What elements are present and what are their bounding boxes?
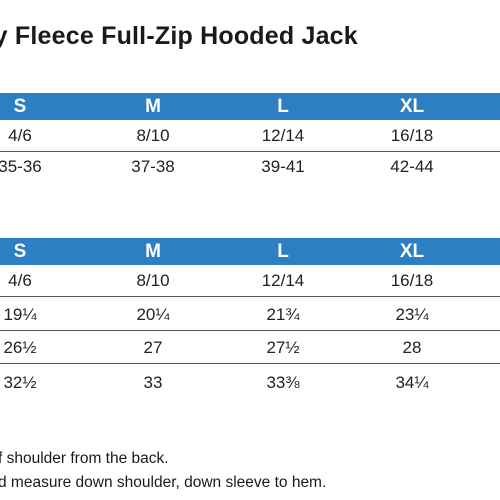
table-2-header: S M L XL — [0, 238, 500, 265]
table-1-header: S M L XL — [0, 93, 500, 120]
table-cell: 28 — [402, 338, 422, 357]
table-cell: 33 — [143, 373, 163, 392]
table-cell: 12/14 — [261, 126, 305, 145]
table-cell: 19¼ — [3, 305, 37, 324]
table-cell: 20¼ — [136, 305, 170, 324]
table-cell: 35-36 — [0, 157, 42, 176]
header-size-m: M — [145, 96, 161, 117]
table-cell: 37-38 — [131, 157, 175, 176]
header-size-l: L — [277, 241, 289, 262]
table-row: 26½ 27 27½ 28 — [0, 333, 500, 364]
chart-title-text: ity Fleece Full-Zip Hooded Jack — [0, 22, 358, 50]
measurement-note-1: f shoulder from the back. — [0, 450, 500, 470]
note-text: f shoulder from the back. — [0, 450, 169, 467]
header-size-s: S — [13, 96, 27, 117]
table-row: 32½ 33 33⅜ 34¼ — [0, 368, 500, 398]
table-cell: 27 — [143, 338, 163, 357]
chart-title: ity Fleece Full-Zip Hooded Jack — [0, 22, 500, 52]
table-row: 35-36 37-38 39-41 42-44 — [0, 152, 500, 182]
header-size-s: S — [13, 241, 27, 262]
table-cell: 4/6 — [8, 126, 32, 145]
header-size-m: M — [145, 241, 161, 262]
table-cell: 16/18 — [390, 126, 434, 145]
table-cell: 12/14 — [261, 271, 305, 290]
header-size-l: L — [277, 96, 289, 117]
table-cell: 8/10 — [136, 126, 170, 145]
table-cell: 26½ — [3, 338, 37, 357]
table-row: 19¼ 20¼ 21¾ 23¼ — [0, 300, 500, 331]
measurement-note-2: d measure down shoulder, down sleeve to … — [0, 474, 500, 494]
table-cell: 32½ — [3, 373, 37, 392]
header-size-xl: XL — [399, 96, 425, 117]
table-cell: 34¼ — [395, 373, 429, 392]
table-row: 4/6 8/10 12/14 16/18 — [0, 266, 500, 297]
table-cell: 23¼ — [395, 305, 429, 324]
table-row: 4/6 8/10 12/14 16/18 — [0, 121, 500, 152]
table-cell: 39-41 — [261, 157, 305, 176]
table-cell: 42-44 — [390, 157, 434, 176]
table-cell: 21¾ — [266, 305, 300, 324]
note-text: d measure down shoulder, down sleeve to … — [0, 474, 327, 491]
header-size-xl: XL — [399, 241, 425, 262]
table-cell: 33⅜ — [266, 373, 300, 392]
table-cell: 4/6 — [8, 271, 32, 290]
table-cell: 8/10 — [136, 271, 170, 290]
table-cell: 27½ — [266, 338, 300, 357]
table-cell: 16/18 — [390, 271, 434, 290]
